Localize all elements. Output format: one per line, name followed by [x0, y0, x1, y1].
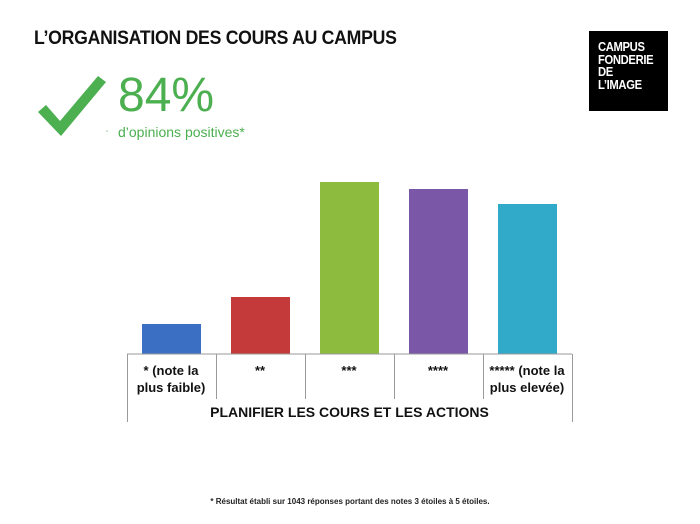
category-label: *** — [305, 362, 393, 379]
category-label: ***** (note la plus elevée) — [483, 362, 571, 396]
logo-line: FONDERIE — [598, 52, 654, 67]
kpi-label: d’opinions positives* — [118, 124, 245, 140]
category-label: **** — [394, 362, 482, 379]
logo-line: L’IMAGE — [598, 77, 642, 92]
x-axis-title: PLANIFIER LES COURS ET LES ACTIONS — [210, 404, 489, 420]
checkmark-icon — [38, 76, 106, 136]
bar — [142, 324, 201, 354]
bar — [320, 182, 379, 354]
bar — [409, 189, 468, 354]
bar — [498, 204, 557, 354]
category-label-line: * (note la — [143, 363, 199, 378]
footnote: * Résultat établi sur 1043 réponses port… — [210, 497, 490, 506]
bar — [231, 297, 290, 354]
kpi-percentage: 84% — [118, 69, 215, 122]
page-title: L’ORGANISATION DES COURS AU CAMPUS — [34, 28, 397, 49]
category-label: ** — [216, 362, 304, 379]
category-label-line: ***** (note la — [489, 363, 565, 378]
category-label-line: plus elevée) — [489, 380, 565, 395]
category-label: * (note la plus faible) — [127, 362, 215, 396]
category-label-line: plus faible) — [136, 380, 206, 395]
category-label-line: **** — [427, 363, 449, 378]
campus-logo: CAMPUS FONDERIE DE L’IMAGE — [589, 31, 668, 111]
category-label-line: ** — [254, 363, 266, 378]
logo-line: DE — [598, 65, 613, 79]
logo-line: CAMPUS — [598, 40, 645, 54]
decorative-dot — [106, 130, 108, 132]
category-label-line: *** — [341, 363, 357, 378]
